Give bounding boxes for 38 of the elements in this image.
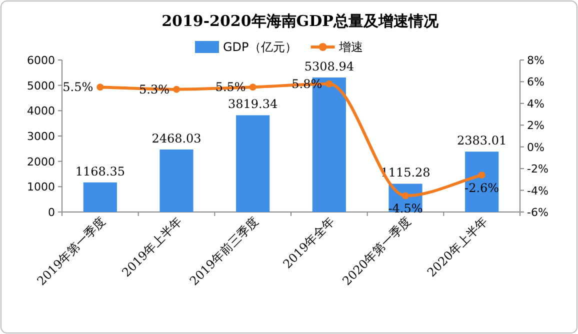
point	[96, 84, 104, 91]
point	[173, 86, 180, 93]
y-tick-label: 2000	[27, 155, 55, 168]
data-label: 5.8%	[292, 76, 322, 91]
y2-tick-label: -6%	[527, 206, 548, 219]
point	[478, 172, 486, 179]
data-label: 5308.94	[304, 60, 354, 74]
bar	[236, 115, 270, 212]
point	[326, 80, 333, 88]
data-label: 3819.34	[228, 97, 278, 112]
y2-tick-label: 2%	[527, 119, 544, 132]
y2-tick-label: -4%	[527, 184, 548, 198]
chart-title: 2019-2020年海南GDP总量及增速情况	[162, 12, 440, 30]
y2-tick-label: 6%	[527, 76, 544, 89]
data-label: -4.5%	[388, 202, 423, 216]
y2-tick-label: -2%	[527, 162, 548, 176]
y-tick-label: 4000	[27, 104, 55, 118]
y-tick-label: 5000	[27, 79, 55, 92]
y2-tick-label: 4%	[527, 97, 544, 110]
y2-tick-label: 0%	[527, 140, 544, 154]
data-label: 2383.01	[457, 134, 507, 148]
y-tick-label: 0	[48, 206, 55, 219]
data-label: 5.5%	[215, 80, 246, 94]
y-tick-label: 6000	[27, 54, 55, 67]
data-label: 5.5%	[62, 80, 94, 94]
y-tick-label: 3000	[27, 130, 55, 143]
bar	[83, 182, 117, 212]
data-label: -2.6%	[464, 181, 500, 196]
point	[402, 192, 409, 200]
bar	[160, 149, 194, 212]
legend-label: 增速	[338, 40, 363, 54]
data-label: 1168.35	[75, 164, 125, 178]
y-tick-label: 1000	[27, 180, 55, 194]
data-label: 2468.03	[152, 131, 202, 146]
bar	[465, 152, 499, 212]
legend-label: GDP（亿元）	[223, 40, 297, 54]
point	[249, 84, 256, 91]
y2-tick-label: 8%	[527, 54, 544, 67]
